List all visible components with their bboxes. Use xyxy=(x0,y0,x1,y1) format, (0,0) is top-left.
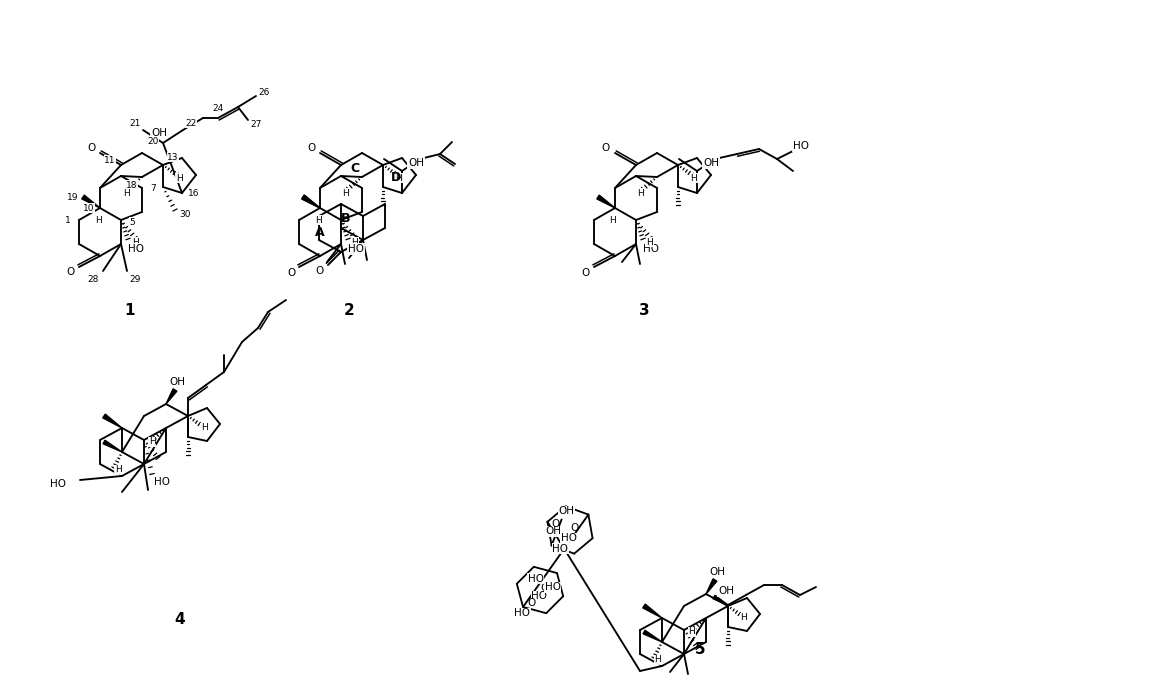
Polygon shape xyxy=(103,414,122,428)
Text: HO: HO xyxy=(545,582,561,592)
Text: D: D xyxy=(391,171,401,184)
Text: 5: 5 xyxy=(129,217,135,226)
Text: H: H xyxy=(637,189,644,197)
Text: 22: 22 xyxy=(185,118,197,127)
Text: 26: 26 xyxy=(258,87,270,96)
Polygon shape xyxy=(302,195,320,208)
Text: O: O xyxy=(601,143,611,153)
Text: 21: 21 xyxy=(129,118,141,127)
Text: H: H xyxy=(609,215,616,224)
Text: HO: HO xyxy=(514,608,530,619)
Text: 5: 5 xyxy=(695,643,705,658)
Polygon shape xyxy=(643,630,662,642)
Text: HO: HO xyxy=(793,141,809,151)
Text: 4: 4 xyxy=(175,612,185,627)
Polygon shape xyxy=(643,604,662,618)
Text: H: H xyxy=(342,189,349,197)
Polygon shape xyxy=(706,579,717,594)
Text: 27: 27 xyxy=(250,120,262,129)
Text: 28: 28 xyxy=(88,275,99,283)
Text: HO: HO xyxy=(528,574,544,584)
Text: OH: OH xyxy=(546,526,562,537)
Text: OH: OH xyxy=(151,128,167,138)
Text: H: H xyxy=(115,466,121,475)
Text: H: H xyxy=(94,215,101,224)
Text: 19: 19 xyxy=(67,193,78,202)
Text: B: B xyxy=(341,212,350,225)
Text: H: H xyxy=(175,173,182,182)
Text: OH: OH xyxy=(559,506,575,517)
Text: HO: HO xyxy=(348,244,364,254)
Text: O: O xyxy=(86,143,96,153)
Text: O: O xyxy=(552,519,560,529)
Text: C: C xyxy=(350,162,359,175)
Polygon shape xyxy=(166,389,177,404)
Polygon shape xyxy=(597,195,615,208)
Text: 16: 16 xyxy=(188,189,199,197)
Text: H: H xyxy=(351,237,358,246)
Text: 2: 2 xyxy=(343,303,355,317)
Text: O: O xyxy=(316,266,324,276)
Text: 7: 7 xyxy=(150,184,156,193)
Text: 1: 1 xyxy=(66,215,71,224)
Text: HO: HO xyxy=(50,479,66,489)
Polygon shape xyxy=(302,195,320,208)
Text: OH: OH xyxy=(708,567,725,577)
Text: 18: 18 xyxy=(127,180,138,189)
Text: O: O xyxy=(541,583,550,593)
Text: A: A xyxy=(316,226,325,239)
Text: 20: 20 xyxy=(147,136,159,145)
Text: 1: 1 xyxy=(124,303,135,317)
Text: H: H xyxy=(741,614,748,623)
Text: H: H xyxy=(646,237,653,246)
Text: 3: 3 xyxy=(638,303,650,317)
Text: HO: HO xyxy=(561,533,576,544)
Polygon shape xyxy=(82,195,100,208)
Text: H: H xyxy=(741,614,748,623)
Text: H: H xyxy=(395,173,402,182)
Text: HO: HO xyxy=(643,244,659,254)
Text: 30: 30 xyxy=(180,210,191,219)
Text: 10: 10 xyxy=(83,204,94,213)
Text: 29: 29 xyxy=(129,275,141,283)
Text: HO: HO xyxy=(552,544,568,554)
Text: OH: OH xyxy=(169,377,185,387)
Text: OH: OH xyxy=(408,158,424,168)
Text: H: H xyxy=(689,627,696,636)
Text: 24: 24 xyxy=(212,103,223,113)
Text: H: H xyxy=(654,656,661,665)
Text: HO: HO xyxy=(154,477,170,487)
Text: O: O xyxy=(526,598,536,608)
Text: O: O xyxy=(306,143,316,153)
Text: H: H xyxy=(691,173,697,182)
Text: HO: HO xyxy=(128,244,144,254)
Text: O: O xyxy=(571,523,579,533)
Text: 11: 11 xyxy=(104,155,115,164)
Text: O: O xyxy=(287,268,295,278)
Text: 13: 13 xyxy=(167,153,179,162)
Text: H: H xyxy=(314,215,321,224)
Text: OH: OH xyxy=(718,586,734,596)
Text: H: H xyxy=(149,438,156,447)
Text: O: O xyxy=(582,268,590,278)
Text: H: H xyxy=(122,189,129,197)
Text: OH: OH xyxy=(703,158,719,168)
Polygon shape xyxy=(713,595,728,605)
Polygon shape xyxy=(103,440,122,452)
Text: HO: HO xyxy=(531,591,547,601)
Text: O: O xyxy=(66,267,74,277)
Text: H: H xyxy=(200,424,207,433)
Text: H: H xyxy=(131,237,138,246)
